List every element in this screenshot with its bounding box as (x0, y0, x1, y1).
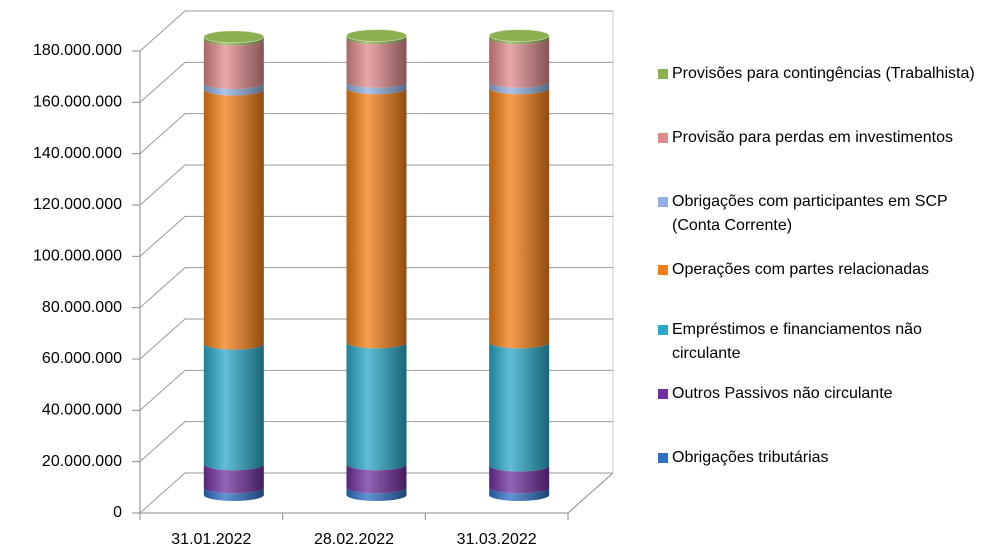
cylinder-segment (203, 89, 264, 350)
cylinder-segment (489, 88, 550, 349)
y-tick-label: 140.000.000 (33, 145, 122, 162)
cylinder-segment (346, 487, 407, 501)
cylinder-segment (346, 81, 407, 95)
y-tick-label: 20.000.000 (42, 453, 122, 470)
legend-swatch (658, 453, 668, 463)
cylinder-segment (203, 343, 264, 471)
legend-item: Obrigações tributárias (658, 446, 981, 470)
legend-label: Operações com partes relacionadas (672, 261, 930, 278)
legend-item: Obrigações com participantes em SCP (Con… (658, 190, 981, 238)
legend-label: Obrigações com participantes em SCP (Con… (672, 193, 948, 234)
legend-item: Provisões para contingências (Trabalhist… (658, 62, 981, 86)
legend-label: Outros Passivos não circulante (672, 385, 893, 402)
legend-swatch (658, 265, 668, 275)
cylinder-segment (203, 39, 264, 90)
x-tick-label: 31.03.2022 (457, 531, 537, 548)
cylinder-segment (346, 35, 407, 45)
grid-line (139, 267, 613, 309)
cylinder-segment (489, 81, 550, 95)
grid-line (139, 113, 613, 155)
cylinder-segment (489, 465, 550, 494)
y-tick-label: 100.000.000 (33, 248, 122, 265)
grid-line (139, 421, 613, 463)
cylinder-segment (203, 464, 264, 494)
legend-label: Obrigações tributárias (672, 449, 829, 466)
cylinder-segment (203, 83, 264, 96)
legend-item: Empréstimos e financiamentos não circula… (658, 318, 981, 366)
grid-line (139, 472, 613, 514)
cylinder-segment (203, 36, 264, 46)
y-tick-label: 160.000.000 (33, 94, 122, 111)
grid-line (139, 369, 613, 411)
cylinder-segment (489, 487, 550, 501)
legend-item: Operações com partes relacionadas (658, 258, 981, 282)
y-tick-label: 0 (113, 504, 122, 521)
cylinder-segment (346, 464, 407, 494)
cylinder-top (346, 29, 407, 43)
x-tick-label: 28.02.2022 (314, 531, 394, 548)
cylinder-segment (489, 35, 550, 45)
legend-label: Provisões para contingências (Trabalhist… (672, 65, 975, 82)
legend-swatch (658, 325, 668, 335)
y-tick-label: 180.000.000 (33, 42, 122, 59)
grid-line (139, 164, 613, 206)
cylinder-segment (203, 487, 264, 501)
legend-swatch (658, 69, 668, 79)
cylinder-segment (346, 88, 407, 349)
cylinder-segment (489, 38, 550, 88)
legend-item: Provisão para perdas em investimentos (658, 126, 981, 150)
grid-line (139, 10, 613, 52)
legend-swatch (658, 389, 668, 399)
floor-edge (567, 472, 614, 514)
grid-line (139, 318, 613, 360)
grid-line (139, 61, 613, 103)
x-tick-label: 31.01.2022 (171, 531, 251, 548)
cylinder-top (203, 30, 265, 44)
y-tick-label: 40.000.000 (42, 402, 122, 419)
legend-label: Provisão para perdas em investimentos (672, 129, 954, 146)
legend-item: Outros Passivos não circulante (658, 382, 981, 406)
grid-line (139, 215, 613, 257)
y-tick-label: 80.000.000 (42, 299, 122, 316)
legend-label: Empréstimos e financiamentos não circula… (672, 321, 922, 362)
cylinder-top (488, 29, 550, 43)
cylinder-segment (489, 342, 550, 472)
legend-swatch (658, 197, 668, 207)
cylinder-segment (346, 342, 407, 471)
cylinder-segment (346, 38, 407, 88)
y-tick-label: 120.000.000 (33, 196, 122, 213)
y-tick-label: 60.000.000 (42, 350, 122, 367)
legend-swatch (658, 133, 668, 143)
